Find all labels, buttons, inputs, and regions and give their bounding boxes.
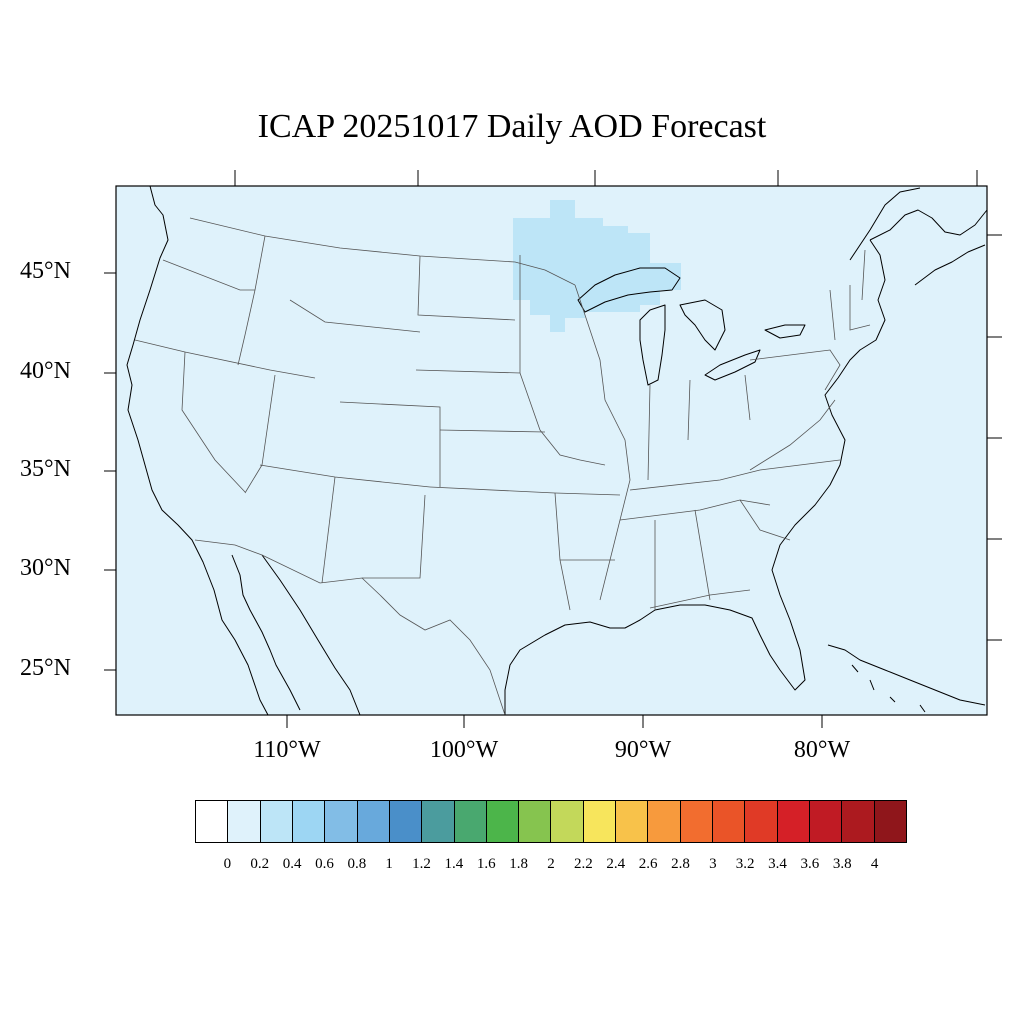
border-tn-ky (629, 459, 841, 491)
colorbar-label: 0.6 (315, 856, 334, 872)
border-az-nm (321, 476, 336, 584)
lake-michigan (639, 304, 666, 386)
colorbar-label: 2 (547, 856, 555, 872)
colorbar-swatch (228, 801, 261, 842)
border-id-mt (237, 235, 266, 366)
colorbar-label: 0.2 (250, 856, 270, 872)
state-borders (134, 217, 871, 716)
border-ne-ks (439, 429, 546, 433)
border-mo-ia (519, 372, 606, 466)
colorbar-label: 3.6 (800, 856, 820, 872)
colorbar-swatch (325, 801, 358, 842)
colorbar-swatch (357, 801, 390, 842)
border-co-ut (339, 401, 441, 487)
bahamas (851, 664, 926, 713)
colorbar-swatch (583, 801, 617, 842)
colorbar-label: 0.4 (282, 856, 302, 872)
border-or-ca (134, 339, 316, 379)
aod-colorbar (195, 800, 907, 843)
colorbar-label: 1.6 (476, 856, 496, 872)
border-nm-tx (362, 494, 426, 579)
colorbar-swatch (422, 801, 455, 842)
border-ms-river (574, 284, 631, 601)
border-mt-wy (289, 299, 421, 333)
lake-ontario (764, 324, 806, 339)
border-pa-ny (749, 349, 841, 391)
border-nv-ut (244, 374, 276, 494)
colorbar-swatch (777, 801, 810, 842)
border-wa-or (162, 259, 255, 291)
colorbar-swatch (874, 801, 906, 842)
colorbar-label: 3 (709, 856, 717, 872)
border-ms-al (654, 499, 791, 610)
lon-label-110w: 110°W (253, 737, 321, 763)
northeast-coast (869, 209, 988, 241)
pacific-coastline (126, 185, 269, 716)
colorbar-swatch (454, 801, 487, 842)
colorbar-label: 0 (223, 856, 232, 872)
nova-scotia (914, 244, 986, 286)
colorbar-swatch (389, 801, 423, 842)
colorbar-swatch (519, 801, 552, 842)
colorbar-swatch (551, 801, 584, 842)
colorbar-label: 0.8 (347, 856, 367, 872)
us-mexico-border (194, 539, 506, 716)
lat-label-40n: 40°N (20, 358, 71, 384)
coastlines-and-borders (126, 185, 988, 716)
colorbar-swatch (292, 801, 326, 842)
colorbar-swatch (486, 801, 520, 842)
gulf-coastline (504, 239, 886, 715)
border-new-england (829, 249, 871, 341)
colorbar-swatch (713, 801, 746, 842)
aod-high-region (513, 200, 681, 332)
colorbar-label: 3.8 (832, 856, 852, 872)
border-oh-in (647, 374, 751, 481)
lat-label-25n: 25°N (20, 655, 71, 681)
border-al-ga (619, 499, 771, 521)
colorbar-label: 2.6 (638, 856, 658, 872)
baja-coast (231, 554, 301, 711)
border-nd-sd (417, 255, 516, 321)
colorbar-label: 2.8 (671, 856, 690, 872)
lat-label-45n: 45°N (20, 258, 71, 284)
colorbar-swatch (616, 801, 649, 842)
colorbar-swatch (196, 801, 229, 842)
colorbar-swatch (680, 801, 713, 842)
colorbar-swatch (745, 801, 778, 842)
lon-label-100w: 100°W (429, 737, 499, 763)
colorbar-label: 1.4 (444, 856, 464, 872)
lake-huron (679, 299, 726, 351)
border-va-nc (749, 399, 836, 471)
lon-label-80w: 80°W (793, 737, 851, 763)
lon-label-90w: 90°W (614, 737, 672, 763)
border-fl-ga (649, 589, 751, 609)
colorbar-label: 4 (870, 856, 879, 872)
border-ca-nv (181, 351, 246, 493)
mexico-west-coast (261, 554, 361, 716)
map-title: ICAP 20251017 Daily AOD Forecast (257, 108, 767, 145)
axis-ticks (104, 170, 1002, 728)
cuba-coast (827, 644, 986, 706)
colorbar-swatch (809, 801, 843, 842)
colorbar-label: 2.4 (606, 856, 626, 872)
map-frame (115, 185, 988, 716)
colorbar-swatch (260, 801, 293, 842)
colorbar-label: 1.8 (509, 856, 528, 872)
lake-superior (577, 267, 681, 313)
colorbar-label: 3.2 (735, 856, 755, 872)
lat-label-35n: 35°N (20, 456, 71, 482)
colorbar-swatch (842, 801, 875, 842)
colorbar-label: 1.2 (412, 856, 431, 872)
lat-label-30n: 30°N (20, 555, 71, 581)
colorbar-swatch (648, 801, 681, 842)
colorbar-label: 1 (385, 856, 393, 872)
lake-erie (704, 349, 761, 381)
gulf-st-lawrence (849, 187, 921, 261)
colorbar-label: 2.2 (573, 856, 593, 872)
colorbar-label: 3.4 (768, 856, 787, 872)
